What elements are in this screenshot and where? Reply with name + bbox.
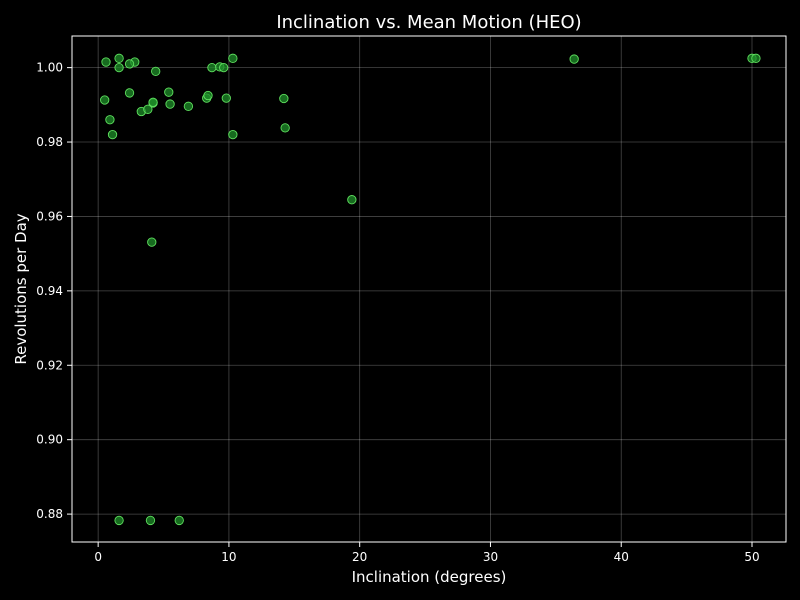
x-tick-label: 40 bbox=[614, 550, 629, 564]
plot-frame bbox=[71, 35, 787, 543]
data-point bbox=[164, 87, 174, 97]
x-tick-label: 10 bbox=[221, 550, 236, 564]
y-tick-label: 0.90 bbox=[36, 433, 63, 447]
y-tick-label: 0.94 bbox=[36, 284, 63, 298]
data-point bbox=[114, 515, 124, 526]
x-tick-label: 0 bbox=[94, 550, 102, 564]
data-point bbox=[207, 62, 217, 73]
ticks: 0 10 20 30 40 50 0.88 0.90 0.92 0.94 0.96 0.98 1.00 bbox=[36, 61, 759, 564]
data-point bbox=[751, 53, 761, 63]
data-point bbox=[143, 104, 153, 114]
data-point bbox=[101, 57, 111, 67]
data-points bbox=[100, 53, 761, 526]
data-point bbox=[228, 129, 238, 140]
data-point bbox=[280, 123, 290, 133]
data-point bbox=[569, 54, 579, 64]
data-point bbox=[219, 62, 229, 73]
data-point bbox=[183, 101, 194, 111]
data-point bbox=[100, 95, 110, 105]
data-point bbox=[347, 195, 357, 205]
y-tick-label: 0.88 bbox=[36, 507, 63, 521]
grid bbox=[72, 36, 786, 542]
y-tick-label: 1.00 bbox=[36, 61, 63, 75]
y-axis-label: Revolutions per Day bbox=[12, 213, 30, 364]
data-point bbox=[151, 66, 161, 76]
data-point bbox=[124, 59, 135, 69]
data-point bbox=[228, 53, 238, 63]
y-tick-label: 0.92 bbox=[36, 358, 63, 372]
data-point bbox=[147, 237, 157, 247]
data-point bbox=[165, 99, 175, 109]
data-point bbox=[148, 97, 158, 107]
y-tick-label: 0.98 bbox=[36, 135, 63, 149]
data-point bbox=[105, 115, 115, 125]
x-tick-label: 20 bbox=[352, 550, 367, 564]
data-point bbox=[124, 88, 135, 98]
y-tick-label: 0.96 bbox=[36, 209, 63, 223]
data-point bbox=[203, 90, 213, 101]
data-point bbox=[114, 53, 124, 63]
data-point bbox=[279, 93, 289, 104]
chart-title: Inclination vs. Mean Motion (HEO) bbox=[276, 12, 581, 33]
data-point bbox=[221, 93, 231, 103]
x-tick-label: 50 bbox=[744, 550, 759, 564]
x-tick-label: 30 bbox=[483, 550, 498, 564]
data-point bbox=[114, 62, 124, 73]
data-point bbox=[174, 515, 184, 526]
x-axis-label: Inclination (degrees) bbox=[352, 568, 507, 586]
data-point bbox=[107, 129, 118, 140]
data-point bbox=[145, 515, 156, 526]
